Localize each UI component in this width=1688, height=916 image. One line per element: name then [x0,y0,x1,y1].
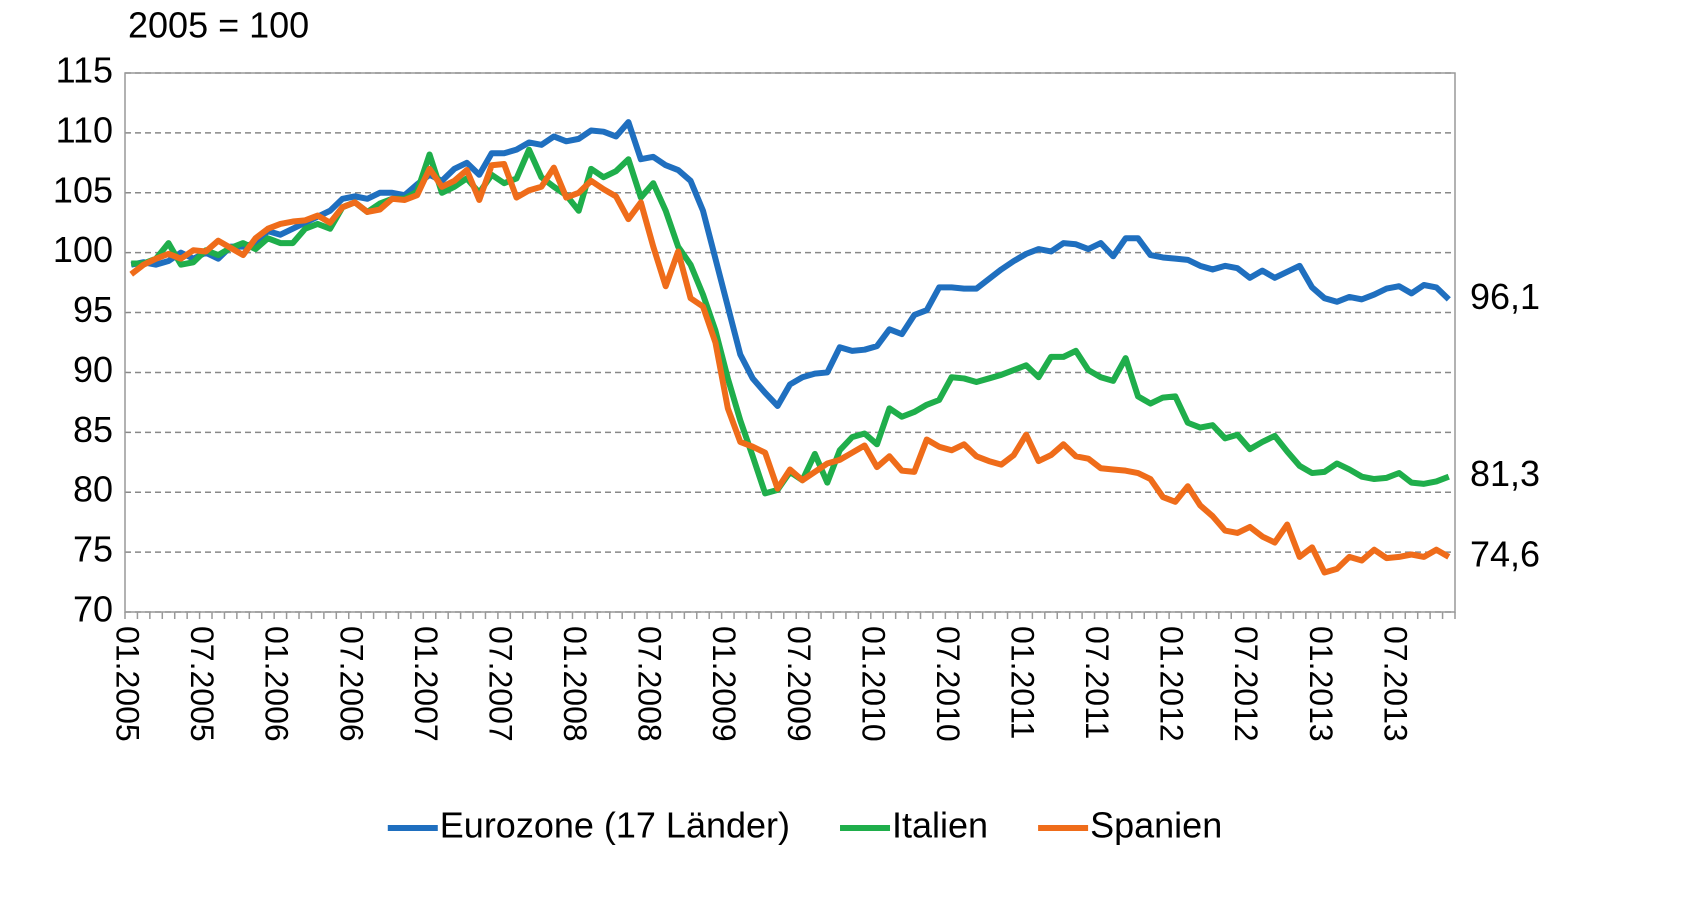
series-line [131,146,1450,497]
x-tick-label: 07.2013 [1377,626,1413,742]
y-tick-label: 75 [73,529,113,570]
chart-title: 2005 = 100 [128,5,309,46]
x-tick-label: 07.2010 [930,626,966,742]
y-tick-label: 95 [73,289,113,330]
y-tick-label: 70 [73,589,113,630]
legend-label: Eurozone (17 Länder) [440,805,790,846]
x-tick-label: 07.2009 [781,626,817,742]
plot-border [124,72,1456,613]
x-tick-label: 01.2005 [110,626,146,742]
data-label: 81,3 [1470,453,1540,494]
y-tick-label: 85 [73,409,113,450]
y-tick-label: 90 [73,349,113,390]
series-line [130,119,1451,409]
y-tick-label: 115 [56,50,113,91]
legend: Eurozone (17 Länder) Italien Spanien [387,805,1222,846]
x-tick-label: 01.2008 [557,626,593,742]
x-tick-label: 01.2011 [1005,626,1041,739]
x-tick-label: 07.2011 [1079,626,1115,739]
y-tick-label: 80 [73,469,113,510]
legend-label: Spanien [1090,805,1222,846]
data-label: 74,6 [1470,533,1540,574]
x-tick-label: 07.2007 [482,626,518,742]
x-tick-label: 01.2009 [706,626,742,742]
x-tick-label: 01.2012 [1154,626,1190,742]
legend-label: Italien [892,805,988,846]
x-tick-label: 07.2008 [632,626,668,742]
x-tick-label: 07.2012 [1228,626,1264,742]
series-line [129,161,1451,576]
y-tick-label: 100 [53,229,113,270]
x-tick-label: 01.2006 [259,626,295,742]
y-tick-label: 105 [53,169,113,210]
x-tick-label: 01.2010 [855,626,891,742]
x-tick-label: 01.2013 [1303,626,1339,742]
data-label: 96,1 [1470,276,1540,317]
x-tick-label: 07.2005 [184,626,220,742]
x-tick-label: 01.2007 [408,626,444,742]
y-tick-label: 110 [56,109,113,150]
x-tick-label: 07.2006 [333,626,369,742]
